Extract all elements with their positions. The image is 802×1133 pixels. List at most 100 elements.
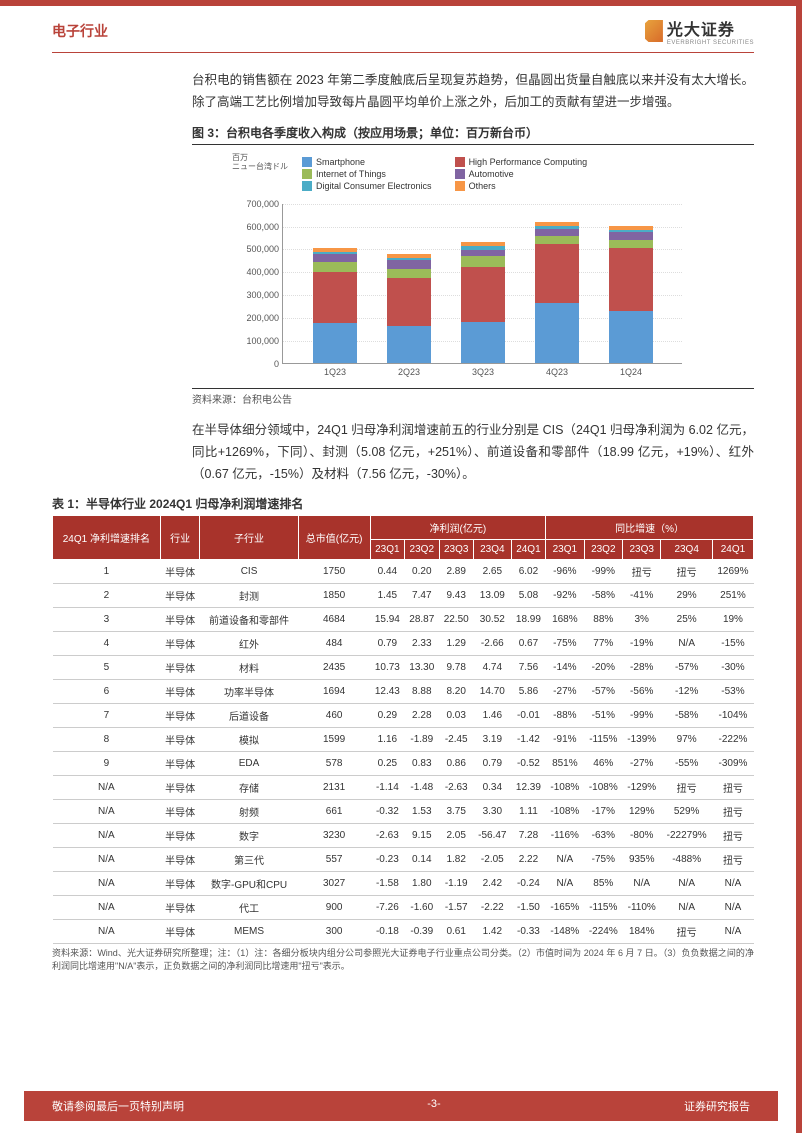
bar-segment (313, 323, 357, 363)
legend-label: Smartphone (316, 157, 365, 167)
x-tick-label: 3Q23 (461, 367, 505, 377)
table-cell: 7 (53, 704, 161, 728)
figure-3-title: 图 3：台积电各季度收入构成（按应用场景；单位：百万新台币） (192, 124, 754, 145)
y-tick-label: 400,000 (235, 267, 279, 277)
table-cell: -22279% (661, 824, 712, 848)
x-tick-label: 1Q23 (313, 367, 357, 377)
table-cell: 0.29 (370, 704, 404, 728)
table-cell: 251% (712, 584, 753, 608)
table-cell: -57% (661, 656, 712, 680)
legend-swatch-icon (302, 169, 312, 179)
table-cell: 半导体 (160, 608, 200, 632)
header-title: 电子行业 (52, 21, 108, 41)
table-1: 24Q1 净利增速排名 行业 子行业 总市值(亿元) 净利润(亿元) 同比增速（… (52, 515, 754, 944)
table-row: N/A半导体数字3230-2.639.152.05-56.477.28-116%… (53, 824, 754, 848)
table-cell: 0.25 (370, 752, 404, 776)
chart-legend: SmartphoneHigh Performance ComputingInte… (302, 157, 587, 191)
table-cell: 半导体 (160, 752, 200, 776)
table-cell: 6.02 (511, 560, 545, 584)
legend-label: High Performance Computing (469, 157, 588, 167)
table-cell: 0.20 (405, 560, 439, 584)
table-cell: 2435 (298, 656, 370, 680)
table-cell: 扭亏 (712, 848, 753, 872)
th-quarter: 23Q4 (661, 540, 712, 560)
table-cell: 0.61 (439, 920, 473, 944)
table-cell: 7.56 (511, 656, 545, 680)
table-cell: 1.29 (439, 632, 473, 656)
table-row: 8半导体模拟15991.16-1.89-2.453.19-1.42-91%-11… (53, 728, 754, 752)
table-cell: 9.15 (405, 824, 439, 848)
table-cell: 2131 (298, 776, 370, 800)
table-cell: 2.05 (439, 824, 473, 848)
table-cell: 4 (53, 632, 161, 656)
table-cell: 28.87 (405, 608, 439, 632)
table-cell: -88% (546, 704, 584, 728)
table-cell: 168% (546, 608, 584, 632)
table-row: N/A半导体代工900-7.26-1.60-1.57-2.22-1.50-165… (53, 896, 754, 920)
table-cell: -41% (623, 584, 661, 608)
table-cell: -115% (584, 896, 622, 920)
table-cell: 扭亏 (661, 776, 712, 800)
table-cell: -108% (546, 800, 584, 824)
table-cell: -1.42 (511, 728, 545, 752)
table-cell: 半导体 (160, 920, 200, 944)
bar-segment (535, 303, 579, 362)
table-cell: 578 (298, 752, 370, 776)
table-cell: 30.52 (473, 608, 511, 632)
table-cell: N/A (53, 872, 161, 896)
table-cell: 模拟 (200, 728, 298, 752)
legend-item: Digital Consumer Electronics (302, 181, 435, 191)
bar-segment (387, 260, 431, 269)
bar-segment (609, 240, 653, 248)
table-cell: 0.79 (370, 632, 404, 656)
table-cell: 3230 (298, 824, 370, 848)
th-mcap: 总市值(亿元) (298, 516, 370, 560)
table-cell: 2.22 (511, 848, 545, 872)
table-cell: 3.19 (473, 728, 511, 752)
table-cell: 存储 (200, 776, 298, 800)
legend-swatch-icon (302, 181, 312, 191)
table-cell: 1.16 (370, 728, 404, 752)
table-cell: -1.89 (405, 728, 439, 752)
table-row: N/A半导体第三代557-0.230.141.82-2.052.22N/A-75… (53, 848, 754, 872)
table-cell: 0.03 (439, 704, 473, 728)
table-cell: 77% (584, 632, 622, 656)
table-cell: -2.45 (439, 728, 473, 752)
table-cell: 935% (623, 848, 661, 872)
table-cell: 29% (661, 584, 712, 608)
table-cell: 0.14 (405, 848, 439, 872)
th-rank: 24Q1 净利增速排名 (53, 516, 161, 560)
th-quarter: 23Q4 (473, 540, 511, 560)
table-cell: 484 (298, 632, 370, 656)
table-cell: 半导体 (160, 584, 200, 608)
th-quarter: 23Q1 (546, 540, 584, 560)
table-cell: 2.65 (473, 560, 511, 584)
table-cell: -0.24 (511, 872, 545, 896)
table-cell: -27% (623, 752, 661, 776)
th-quarter: 24Q1 (511, 540, 545, 560)
table-cell: EDA (200, 752, 298, 776)
table-cell: 2 (53, 584, 161, 608)
table-cell: 13.09 (473, 584, 511, 608)
table-cell: 扭亏 (623, 560, 661, 584)
table-cell: -12% (661, 680, 712, 704)
th-quarter: 23Q2 (405, 540, 439, 560)
y-tick-label: 100,000 (235, 336, 279, 346)
table-cell: -104% (712, 704, 753, 728)
bar-segment (461, 250, 505, 257)
bar-group (387, 254, 431, 363)
legend-item: Others (455, 181, 588, 191)
table-cell: 5 (53, 656, 161, 680)
table-cell: 数字 (200, 824, 298, 848)
table-cell: -53% (712, 680, 753, 704)
table-cell: -1.19 (439, 872, 473, 896)
y-tick-label: 700,000 (235, 199, 279, 209)
table-cell: 88% (584, 608, 622, 632)
table-cell: N/A (712, 896, 753, 920)
table-cell: 12.39 (511, 776, 545, 800)
table-cell: 85% (584, 872, 622, 896)
table-cell: 97% (661, 728, 712, 752)
table-cell: 1750 (298, 560, 370, 584)
table-cell: -0.23 (370, 848, 404, 872)
table-cell: 半导体 (160, 800, 200, 824)
